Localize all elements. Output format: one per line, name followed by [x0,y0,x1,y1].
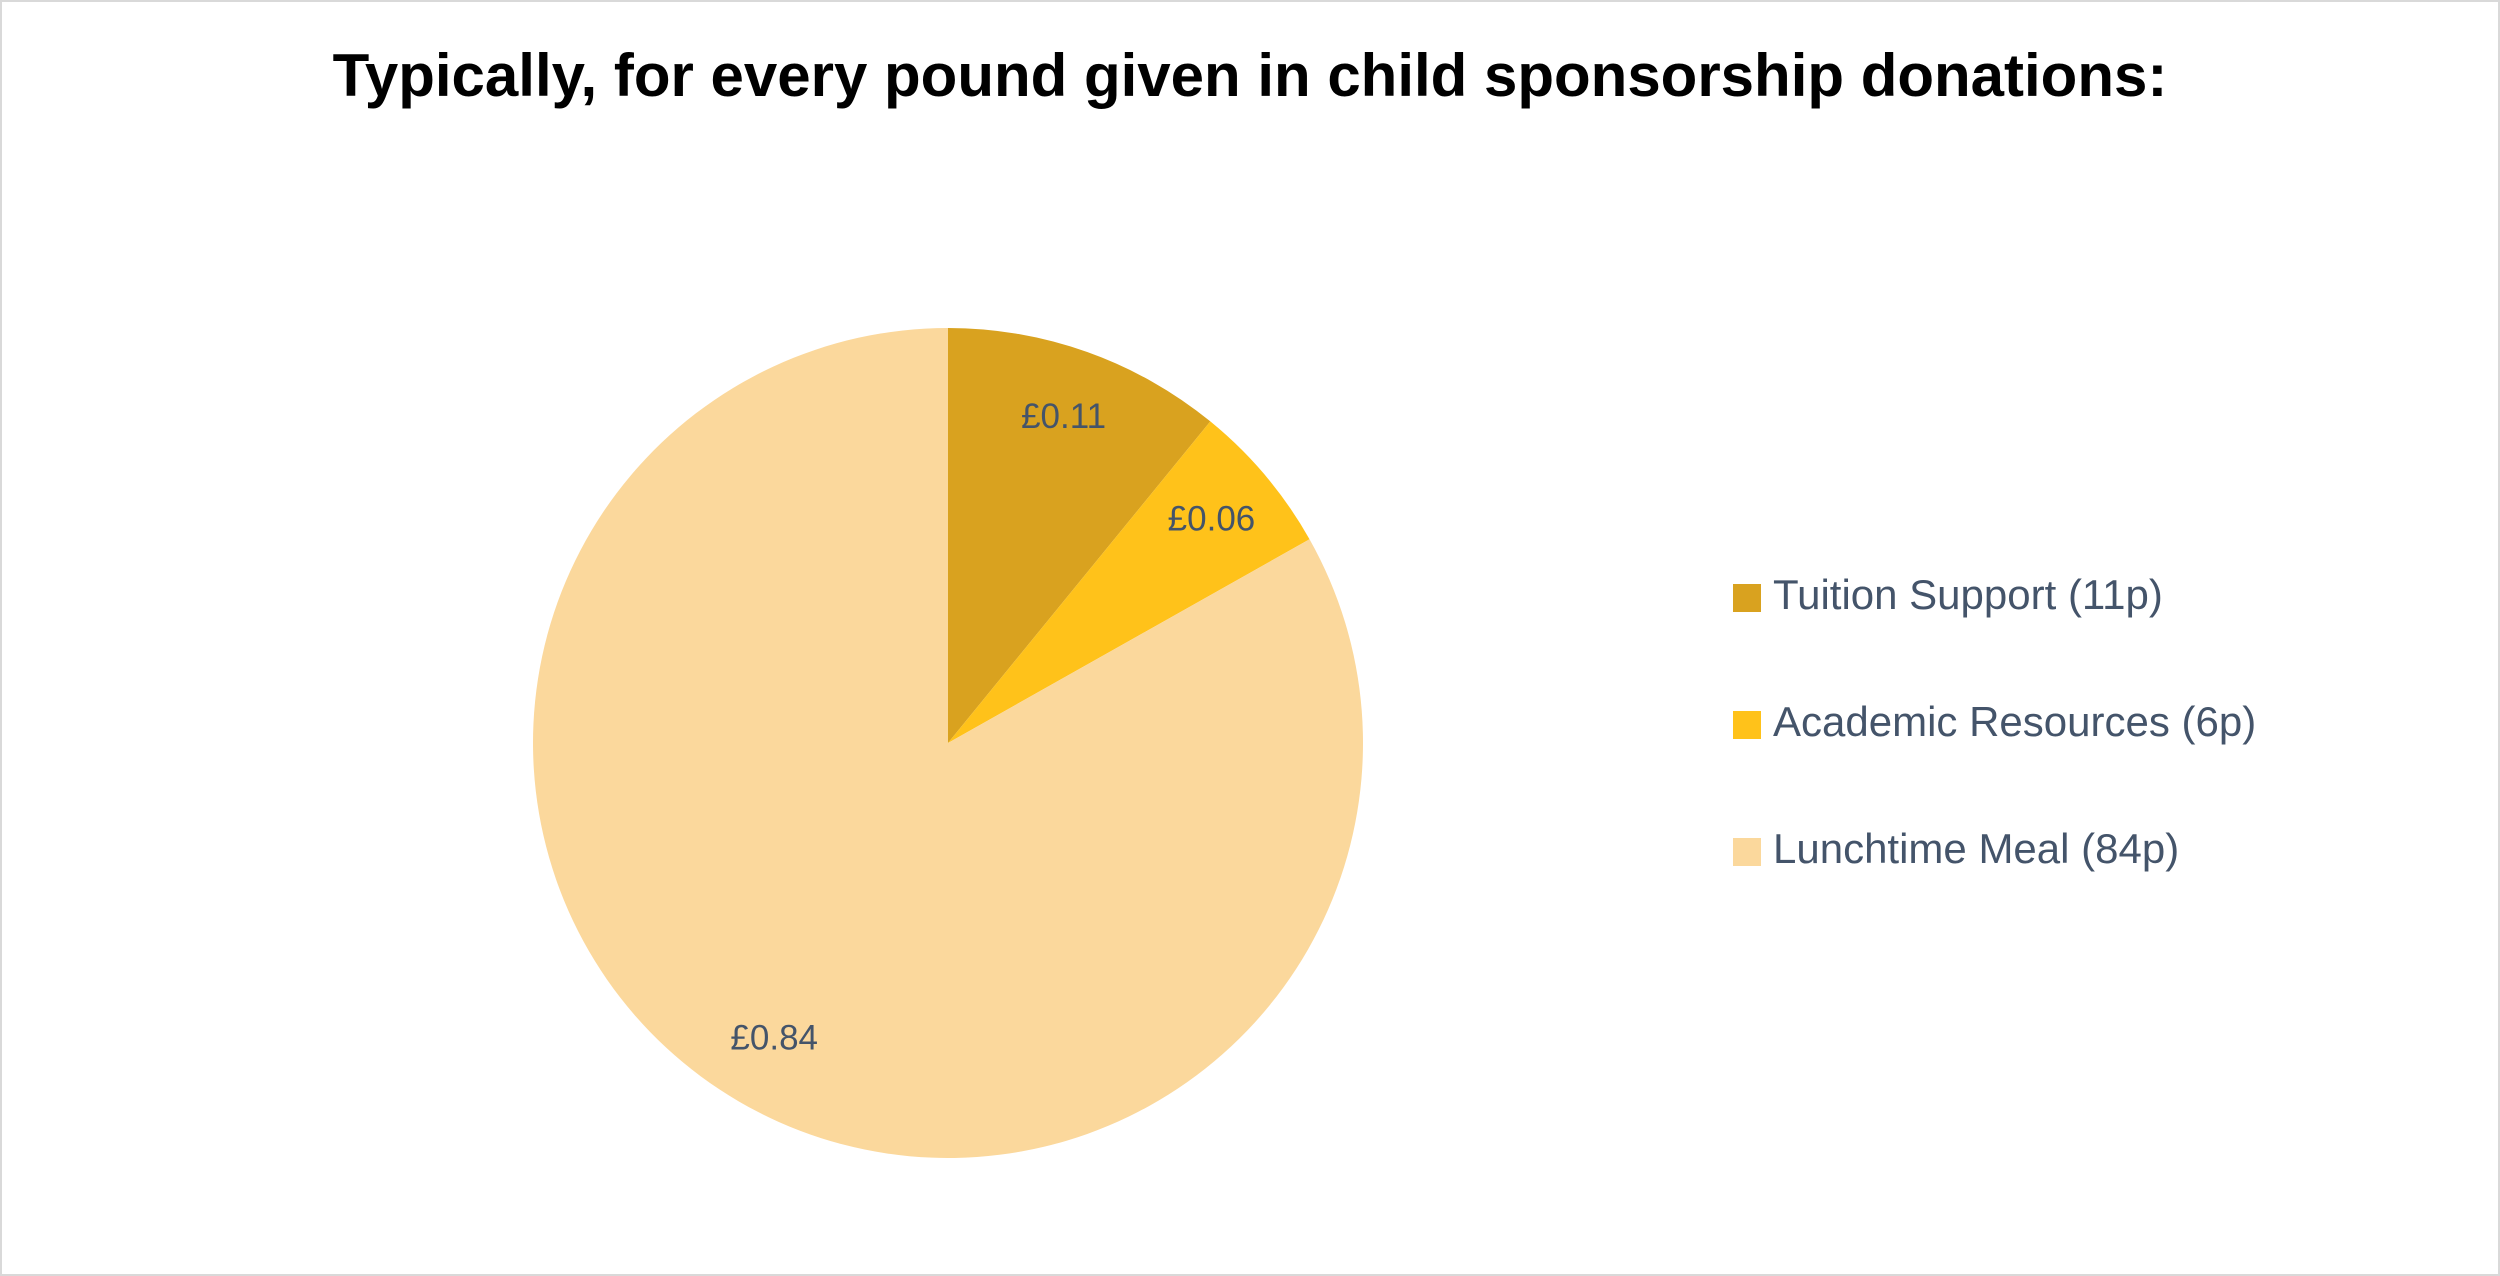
legend-label: Academic Resources (6p) [1773,698,2256,745]
data-label: £0.84 [730,1019,818,1058]
chart-title: Typically, for every pound given in chil… [333,42,2168,109]
data-label: £0.06 [1168,499,1256,538]
pie-slice [948,328,1211,743]
legend-label: Lunchtime Meal (84p) [1773,825,2179,872]
legend-swatch [1733,838,1761,866]
pie-slice [948,421,1310,743]
legend-swatch [1733,711,1761,739]
legend-swatch [1733,584,1761,612]
data-label: £0.11 [1021,397,1106,436]
pie-slice [532,328,1363,1158]
legend-label: Tuition Support (11p) [1773,571,2163,618]
